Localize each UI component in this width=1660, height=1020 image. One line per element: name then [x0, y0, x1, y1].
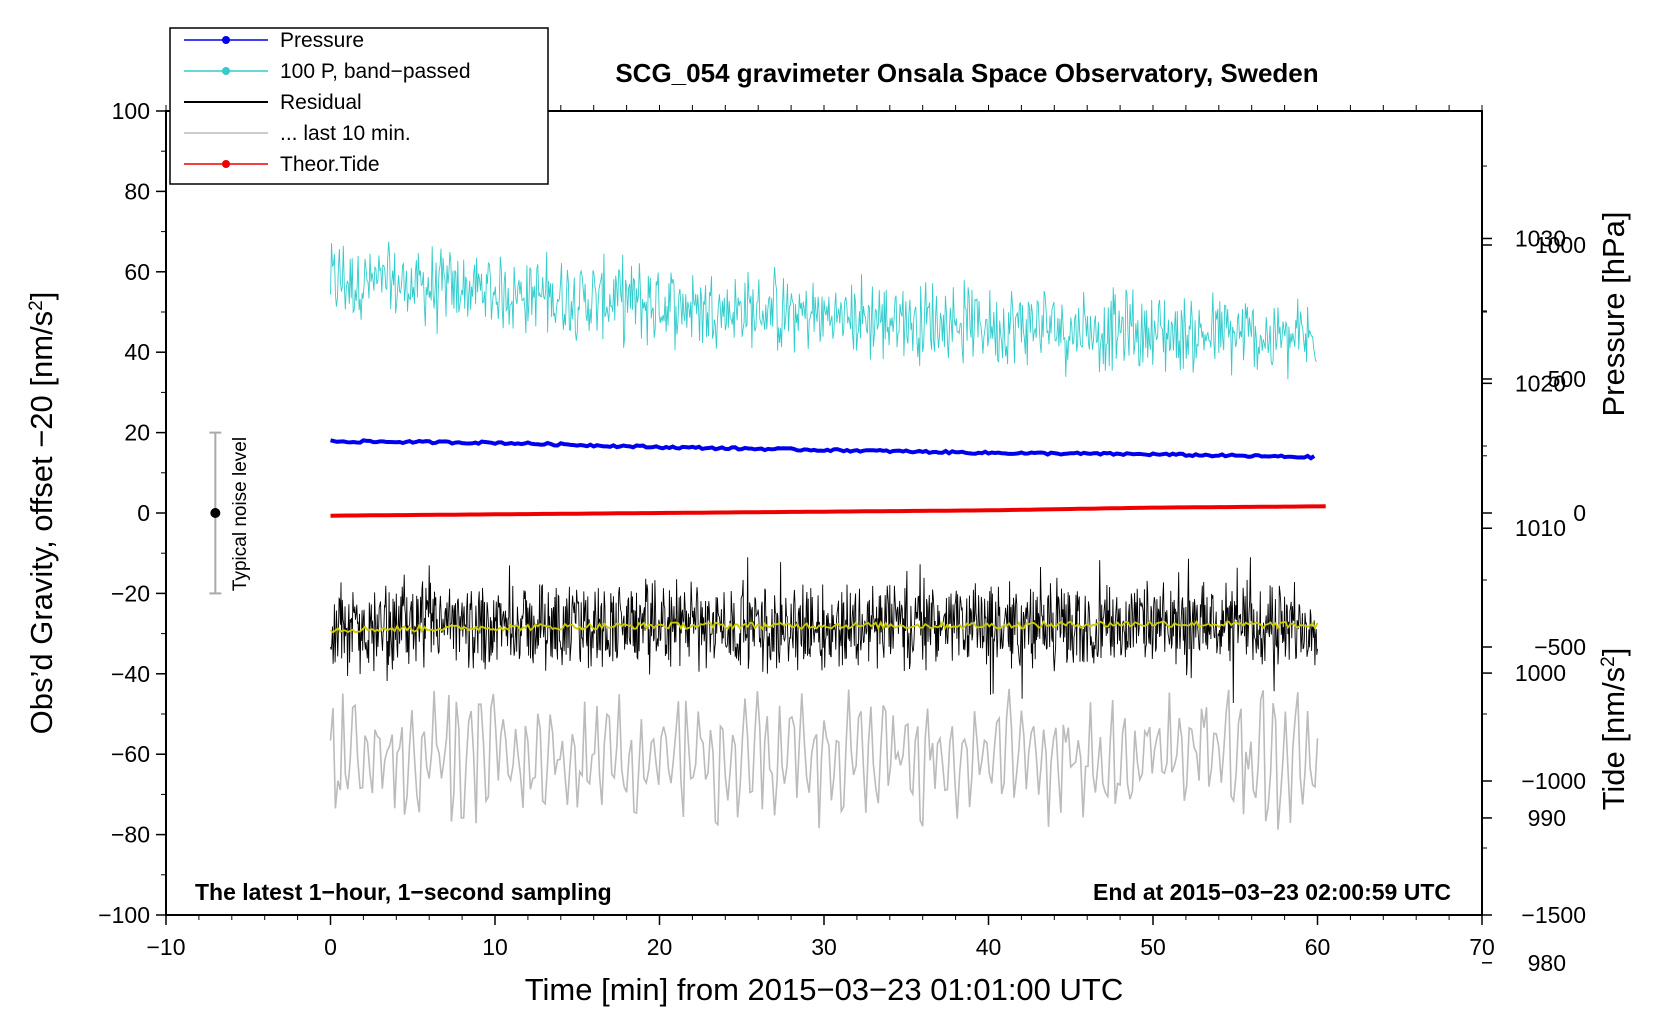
series-last-10-min [329, 688, 1319, 830]
series-bandpassed-pressure [330, 241, 1317, 380]
y-tick-label: 20 [124, 420, 150, 446]
y-tick-label: 40 [124, 339, 150, 365]
x-tick-label: 50 [1140, 934, 1166, 960]
y-axis-title-gravity: Obs’d Gravity, offset −20 [nm/s2] [24, 292, 59, 735]
tide-tick-label: 1000 [1535, 232, 1586, 258]
pressure-tick-label: 990 [1528, 805, 1566, 831]
legend-label: Theor.Tide [280, 153, 380, 176]
tide-tick-label: 0 [1573, 500, 1586, 526]
legend-label: 100 P, band−passed [280, 60, 471, 83]
y-tick-label: 100 [112, 98, 150, 124]
legend-box [169, 27, 549, 185]
series-pressure [330, 438, 1316, 461]
annotation-end-time: End at 2015−03−23 02:00:59 UTC [1093, 879, 1451, 905]
axis-ticks: −10 0 10 20 30 40 50 60 70−100−80−60−40−20020406… [98, 98, 1586, 976]
legend-item: Pressure [184, 29, 364, 52]
pressure-tick-label: 1030 [1515, 225, 1566, 251]
noise-center-dot [210, 508, 221, 518]
x-tick-label: 60 [1305, 934, 1331, 960]
legend-label: ... last 10 min. [280, 122, 411, 145]
data-series [329, 241, 1326, 830]
y-axis-title-tide: Tide [nm/s2] [1596, 648, 1631, 811]
legend-swatch-marker [222, 67, 230, 75]
x-tick-label: −10 [146, 934, 185, 960]
tide-tick-label: −1000 [1521, 768, 1586, 794]
legend-item: ... last 10 min. [184, 122, 411, 145]
x-tick-label: 70 [1469, 934, 1495, 960]
series-residual [330, 557, 1318, 704]
y-tick-label: −100 [98, 902, 150, 928]
legend-swatch-marker [222, 160, 230, 168]
x-tick-label: 40 [976, 934, 1002, 960]
legend-label: Pressure [280, 29, 364, 52]
legend-item: 100 P, band−passed [184, 60, 471, 83]
x-axis-title: Time [min] from 2015−03−23 01:01:00 UTC [525, 972, 1124, 1007]
y-tick-label: 60 [124, 259, 150, 285]
legend-item: Residual [184, 91, 362, 114]
y-tick-label: −40 [111, 661, 150, 687]
x-tick-label: 30 [811, 934, 837, 960]
x-tick-label: 10 [482, 934, 508, 960]
noise-level-label: Typical noise level [230, 437, 251, 591]
pressure-tick-label: 980 [1528, 950, 1566, 976]
pressure-tick-label: 1010 [1515, 515, 1566, 541]
tide-tick-label: −500 [1534, 634, 1586, 660]
pressure-tick-label: 1020 [1515, 370, 1566, 396]
noise-level-indicator: Typical noise level [209, 431, 251, 595]
y-tick-label: 80 [124, 178, 150, 204]
y-tick-label: −80 [111, 822, 150, 848]
tide-tick-label: 500 [1548, 366, 1586, 392]
x-tick-label: 20 [647, 934, 673, 960]
annotation-latest-hour: The latest 1−hour, 1−second sampling [195, 879, 612, 905]
legend-swatch-marker [222, 36, 230, 44]
y-axis-title-pressure: Pressure [hPa] [1596, 211, 1631, 416]
y-tick-label: −60 [111, 741, 150, 767]
series-theoretical-tide [330, 504, 1326, 518]
series-residual-smoothed [329, 619, 1319, 634]
y-tick-label: 0 [137, 500, 150, 526]
legend-label: Residual [280, 91, 362, 114]
legend-item: Theor.Tide [184, 153, 380, 176]
tide-tick-label: −1500 [1521, 902, 1586, 928]
chart-title: SCG_054 gravimeter Onsala Space Observat… [615, 58, 1318, 88]
legend-items: Pressure 100 P, band−passed Residual ... la… [184, 29, 471, 176]
legend: Pressure 100 P, band−passed Residual ... la… [169, 27, 549, 185]
y-tick-label: −20 [111, 580, 150, 606]
x-tick-label: 0 [324, 934, 337, 960]
pressure-tick-label: 1000 [1515, 660, 1566, 686]
